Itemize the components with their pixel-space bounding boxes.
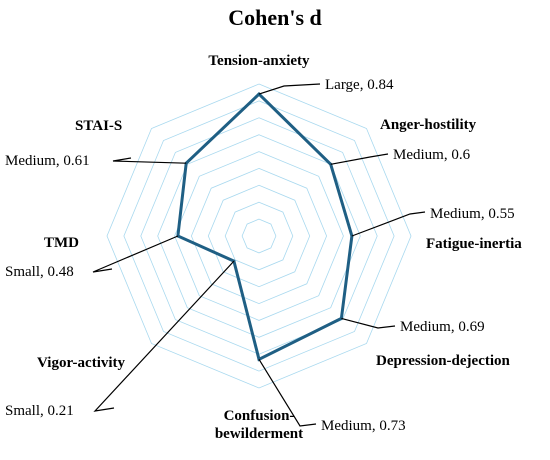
radar-series (176, 92, 354, 362)
data-label-anger-hostility: Medium, 0.6 (393, 147, 471, 163)
axis-label-confusion-bewilderment: Confusion-bewilderment (215, 408, 303, 442)
grid-ring (224, 201, 294, 271)
data-label-vigor-activity: Small, 0.21 (5, 403, 74, 419)
data-label-tmd: Small, 0.48 (5, 264, 74, 280)
radar-grid (106, 83, 412, 389)
axis-labels: Tension-anxiety Anger-hostility Fatigue-in… (37, 53, 522, 442)
axis-label-anger-hostility: Anger-hostility (380, 117, 477, 133)
grid-ring (157, 134, 361, 338)
leader-line-anger-hostility (330, 153, 389, 165)
data-label-stai-s: Medium, 0.61 (5, 153, 90, 169)
leader-line-tmd (92, 235, 179, 273)
grid-ring (174, 151, 344, 321)
axis-label-vigor-activity: Vigor-activity (37, 355, 126, 371)
leader-line-tension-anxiety (258, 83, 321, 95)
axis-label-tmd: TMD (44, 235, 79, 251)
data-label-depression-dejection: Medium, 0.69 (400, 319, 485, 335)
leader-line-vigor-activity (93, 260, 235, 412)
grid-ring (207, 184, 311, 288)
axis-label-fatigue-inertia: Fatigue-inertia (426, 236, 522, 252)
grid-ring (123, 100, 395, 372)
axis-label-stai-s: STAI-S (75, 118, 122, 134)
grid-ring (190, 167, 328, 305)
data-label-confusion-bewilderment: Medium, 0.73 (321, 418, 406, 434)
data-label-leaders (92, 83, 426, 427)
leader-line-stai-s (112, 157, 187, 164)
leader-line-depression-dejection (341, 317, 396, 329)
leader-line-confusion-bewilderment (258, 358, 317, 427)
axis-label-tension-anxiety: Tension-anxiety (208, 53, 310, 69)
axis-label-depression-dejection: Depression-dejection (376, 353, 511, 369)
data-labels: Large, 0.84 Medium, 0.6 Medium, 0.55 Medium… (5, 77, 515, 434)
data-label-tension-anxiety: Large, 0.84 (325, 77, 394, 93)
data-label-fatigue-inertia: Medium, 0.55 (430, 206, 515, 222)
grid-ring (106, 83, 412, 389)
series-line (176, 92, 354, 362)
leader-line-fatigue-inertia (351, 211, 426, 237)
chart-title: Cohen's d (228, 5, 322, 30)
grid-ring (241, 218, 277, 254)
